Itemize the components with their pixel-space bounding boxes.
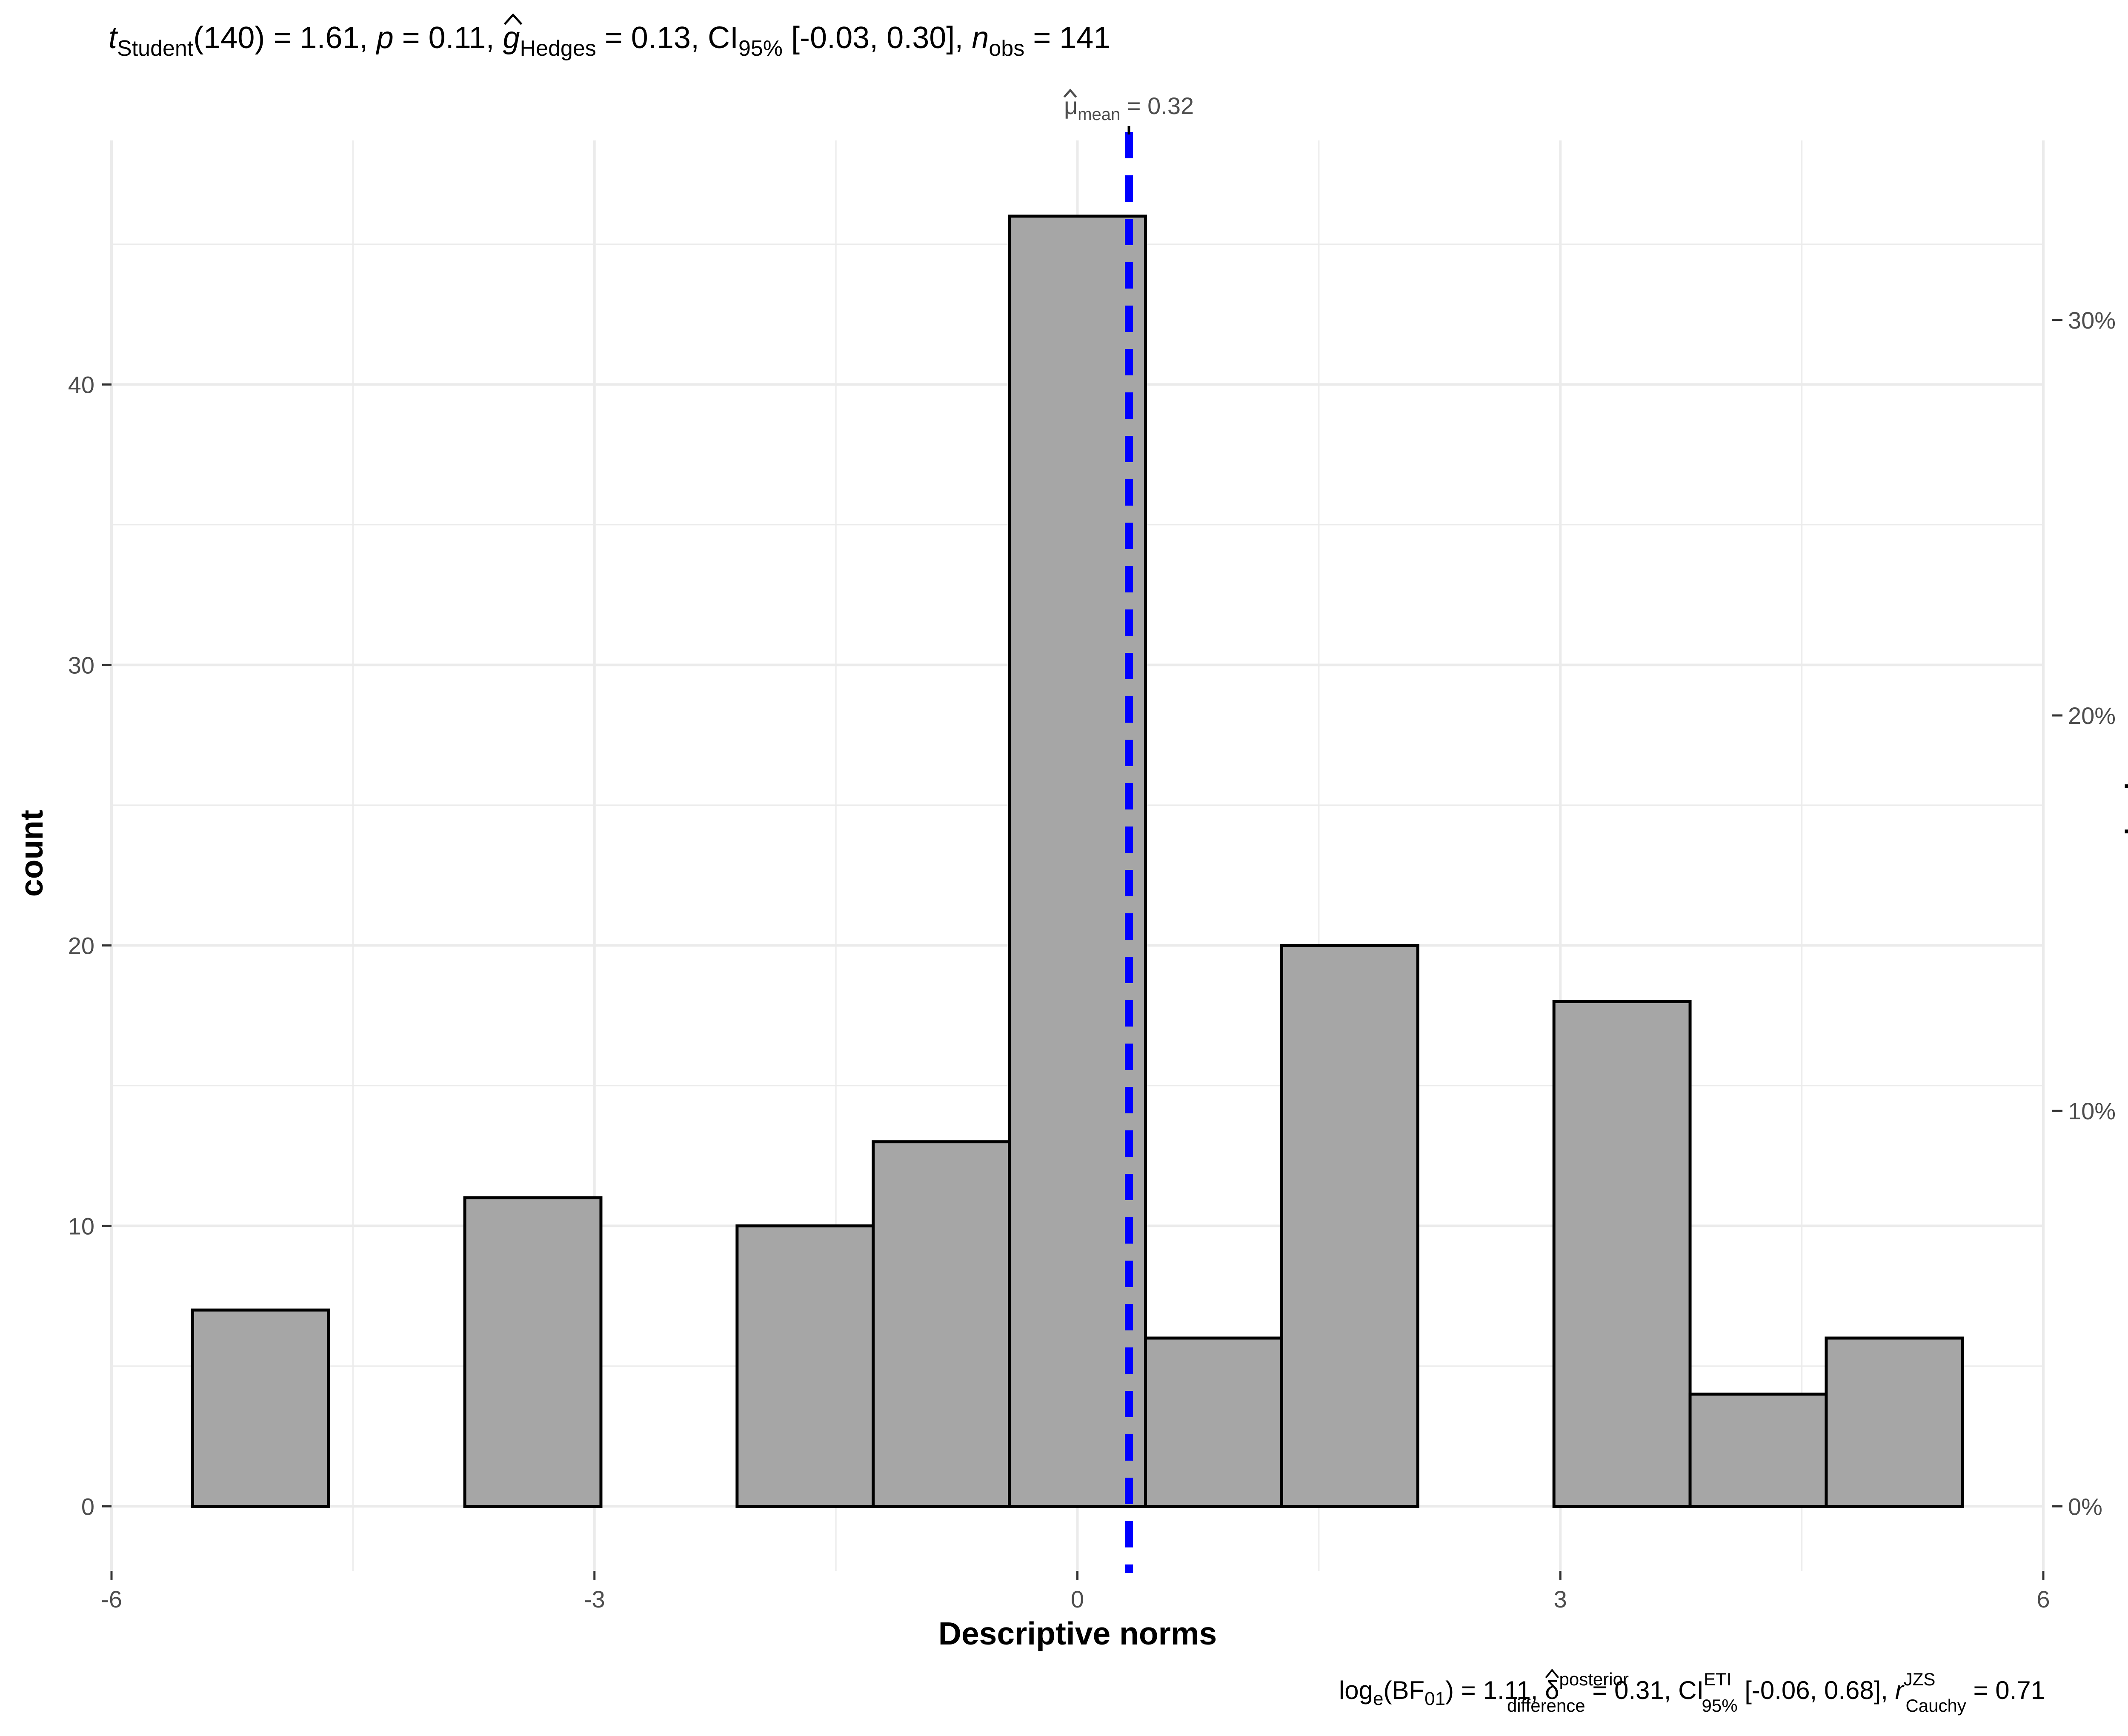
x-axis-title: Descriptive norms xyxy=(938,1616,1217,1651)
mean-hat-mark xyxy=(1063,89,1077,98)
histogram-bar xyxy=(735,1224,875,1508)
caption-bf-sub: 01 xyxy=(1424,1688,1445,1709)
mean-label-value: = 0.32 xyxy=(1120,92,1194,119)
y-right-tick-label: 0% xyxy=(2068,1493,2102,1520)
subtitle-p-value: = 0.11, xyxy=(394,21,503,55)
mean-label-sub: mean xyxy=(1078,105,1120,124)
caption-r-sup: JZS xyxy=(1904,1669,1936,1689)
bar-layer xyxy=(191,214,1964,1508)
caption-r-value: = 0.71 xyxy=(1966,1676,2045,1705)
subtitle-g-symbol: g xyxy=(503,21,520,55)
caption-delta-symbol: δ xyxy=(1545,1676,1559,1705)
subtitle-n-symbol: n xyxy=(972,21,989,55)
chart-subtitle: tStudent(140) = 1.61, p = 0.11, gHedges … xyxy=(109,21,1110,61)
subtitle-ci-sub: 95% xyxy=(738,36,783,61)
subtitle-p-symbol: p xyxy=(376,21,394,55)
x-tick-label: -3 xyxy=(584,1586,605,1613)
caption-bf-value: ) = 1.11, xyxy=(1445,1676,1545,1705)
histogram-bar xyxy=(1280,944,1419,1508)
caption-delta-sub: difference xyxy=(1507,1696,1585,1716)
caption-log: log xyxy=(1339,1676,1373,1705)
caption-ci-value: [-0.06, 0.68], xyxy=(1738,1676,1895,1705)
y-right-tick-label: 30% xyxy=(2068,307,2116,334)
y-tick-label: 0 xyxy=(81,1493,94,1520)
subtitle-n-sub: obs xyxy=(989,36,1024,61)
histogram-bar xyxy=(1825,1336,1964,1508)
y-axis-title: count xyxy=(14,810,49,897)
subtitle-n-value: = 141 xyxy=(1024,21,1110,55)
caption-ci-sup: ETI xyxy=(1704,1669,1731,1689)
caption-delta-sup: posterior xyxy=(1559,1669,1629,1689)
caption-delta-hat xyxy=(1545,1668,1559,1679)
subtitle-t-sub: Student xyxy=(117,36,194,61)
caption-delta-value: = 0.31, CI xyxy=(1585,1676,1704,1705)
y-right-tick-label: 10% xyxy=(2068,1098,2116,1124)
subtitle-g-hat xyxy=(503,13,523,25)
y-axis-right-title: proportion xyxy=(2125,782,2128,924)
y-tick-label: 10 xyxy=(68,1213,94,1239)
caption-r-sub: Cauchy xyxy=(1905,1696,1966,1716)
x-axis: -6 -3 0 3 6 xyxy=(101,1571,2050,1613)
histogram-bar xyxy=(872,1140,1011,1508)
histogram-bar xyxy=(1008,214,1147,1508)
caption-bf-open: (BF xyxy=(1383,1676,1424,1705)
caption-log-sub: e xyxy=(1373,1688,1383,1709)
y-right-tick-label: 20% xyxy=(2068,702,2116,729)
subtitle-t-symbol: t xyxy=(109,21,118,55)
y-axis-left: 0 10 20 30 40 xyxy=(68,371,112,1520)
chart-caption: loge(BF01) = 1.11, δposterior difference … xyxy=(1339,1669,2045,1716)
histogram-bar xyxy=(1552,1000,1692,1508)
subtitle-g-sub: Hedges xyxy=(520,36,596,61)
y-tick-label: 30 xyxy=(68,652,94,678)
caption-ci-sub: 95% xyxy=(1702,1696,1737,1716)
y-axis-right: 0% 10% 20% 30% xyxy=(2052,307,2116,1520)
mean-hat-glyph xyxy=(1063,89,1130,134)
x-tick-label: 3 xyxy=(1554,1586,1567,1613)
caption-r-symbol: r xyxy=(1895,1676,1905,1705)
subtitle-t-value: (140) = 1.61, xyxy=(193,21,376,55)
mean-label: μmean = 0.32 xyxy=(1064,92,1194,124)
subtitle-ci-value: [-0.03, 0.30], xyxy=(783,21,972,55)
histogram-bar xyxy=(191,1308,330,1508)
x-tick-label: 6 xyxy=(2036,1586,2050,1613)
histogram-bar xyxy=(1144,1336,1283,1508)
x-tick-label: -6 xyxy=(101,1586,122,1613)
subtitle-g-value: = 0.13, CI xyxy=(596,21,738,55)
histogram-bar xyxy=(463,1196,603,1508)
y-tick-label: 40 xyxy=(68,371,94,398)
x-tick-label: 0 xyxy=(1071,1586,1084,1613)
histogram-bar xyxy=(1688,1393,1828,1508)
y-tick-label: 20 xyxy=(68,932,94,959)
